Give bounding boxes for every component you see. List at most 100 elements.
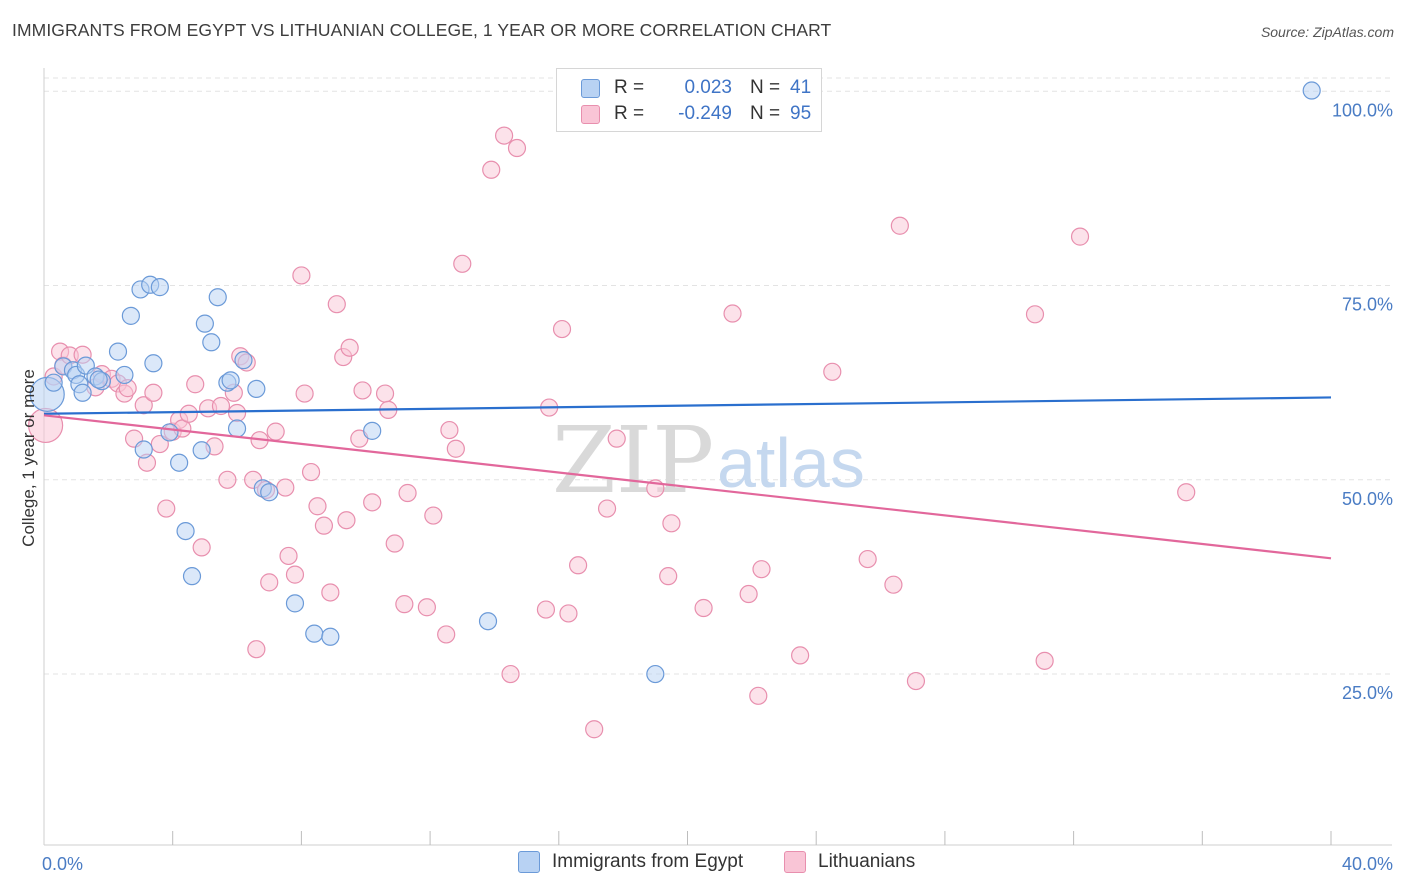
data-point — [1035, 651, 1054, 670]
data-point — [247, 379, 266, 399]
data-point — [192, 538, 211, 557]
data-point — [186, 375, 205, 394]
data-point — [202, 333, 221, 352]
data-point — [211, 396, 231, 416]
data-point — [279, 546, 298, 566]
data-point — [906, 671, 926, 691]
data-point — [569, 556, 588, 575]
trend-lines — [43, 396, 1332, 560]
data-point — [170, 453, 189, 472]
data-point — [121, 306, 140, 325]
legend-label-lithuanians: Lithuanians — [818, 851, 916, 872]
data-point — [353, 381, 372, 400]
n-label: N = — [750, 77, 781, 98]
data-point — [285, 594, 305, 613]
r-value: 0.023 — [684, 77, 732, 98]
data-point — [723, 304, 742, 323]
gridlines — [44, 77, 1392, 675]
data-point — [115, 365, 134, 385]
n-label: N = — [750, 103, 781, 124]
data-point — [260, 483, 279, 502]
n-value: 41 — [790, 77, 812, 98]
data-point — [195, 314, 214, 333]
data-point — [501, 664, 520, 684]
legend-row-lithuanians: R = -0.249 N = 95 — [581, 102, 811, 126]
data-point — [144, 354, 163, 373]
y-tick-label: 50.0% — [1342, 489, 1393, 509]
x-tick-label: 40.0% — [1342, 854, 1393, 874]
egypt-points — [29, 81, 1321, 684]
data-point — [266, 422, 285, 441]
data-point — [314, 516, 334, 535]
tick-labels: 25.0% 50.0% 75.0% 100.0% 0.0% 40.0% — [42, 100, 1393, 874]
data-point — [327, 295, 346, 314]
data-point — [752, 560, 771, 579]
data-point — [301, 462, 321, 482]
data-point — [308, 497, 327, 516]
data-point — [437, 625, 456, 644]
correlation-legend: R = 0.023 N = 41 R = -0.249 N = 95 — [556, 68, 822, 132]
source-credit: Source: ZipAtlas.com — [1260, 24, 1394, 40]
data-point — [646, 664, 665, 684]
data-point — [44, 373, 63, 392]
legend-item-lithuanians[interactable]: Lithuanians — [784, 851, 915, 873]
data-point — [340, 338, 359, 357]
data-point — [823, 362, 842, 381]
data-point — [150, 278, 169, 297]
data-point — [440, 420, 459, 440]
data-point — [559, 604, 578, 623]
data-point — [536, 600, 556, 619]
data-point — [1177, 483, 1196, 502]
data-point — [1302, 81, 1321, 100]
egypt-trend-line — [43, 396, 1332, 415]
data-point — [552, 319, 572, 339]
egypt-swatch — [581, 78, 600, 98]
n-value: 95 — [790, 103, 812, 124]
data-point — [218, 470, 237, 489]
data-point — [398, 483, 417, 503]
data-point — [260, 573, 279, 592]
data-point — [482, 160, 501, 179]
data-point — [884, 575, 903, 594]
r-label: R = — [614, 77, 645, 98]
data-point — [89, 370, 108, 389]
data-point — [276, 478, 295, 497]
data-point — [417, 598, 436, 617]
legend-label-egypt: Immigrants from Egypt — [552, 851, 744, 872]
data-point — [662, 514, 681, 533]
watermark-atlas: atlas — [717, 424, 865, 502]
data-point — [157, 499, 176, 518]
data-point — [1070, 227, 1090, 246]
data-point — [424, 506, 443, 525]
y-axis-label: College, 1 year or more — [19, 369, 38, 547]
data-point — [292, 266, 311, 285]
data-point — [227, 403, 247, 423]
data-point — [363, 493, 382, 512]
data-point — [144, 383, 163, 402]
data-point — [395, 595, 414, 614]
data-point — [478, 612, 498, 631]
data-point — [375, 384, 395, 403]
data-point — [134, 440, 153, 459]
lithuanians-swatch — [784, 851, 806, 873]
data-point — [179, 404, 198, 423]
series-legend: Immigrants from Egypt Lithuanians — [0, 851, 1406, 879]
watermark: ZIP atlas — [552, 407, 865, 514]
data-point — [234, 351, 253, 370]
axes — [43, 68, 1392, 846]
data-point — [227, 419, 247, 438]
y-tick-label: 100.0% — [1332, 100, 1393, 120]
legend-item-egypt[interactable]: Immigrants from Egypt — [518, 851, 743, 873]
data-point — [134, 396, 153, 415]
data-point — [363, 421, 382, 440]
data-point — [295, 384, 314, 403]
data-point — [739, 584, 758, 604]
data-point — [73, 383, 92, 402]
data-point — [285, 565, 305, 584]
data-point — [791, 646, 810, 665]
data-point — [208, 288, 227, 307]
x-tick-label: 0.0% — [42, 854, 83, 874]
data-point — [321, 627, 340, 646]
r-value: -0.249 — [678, 103, 732, 124]
